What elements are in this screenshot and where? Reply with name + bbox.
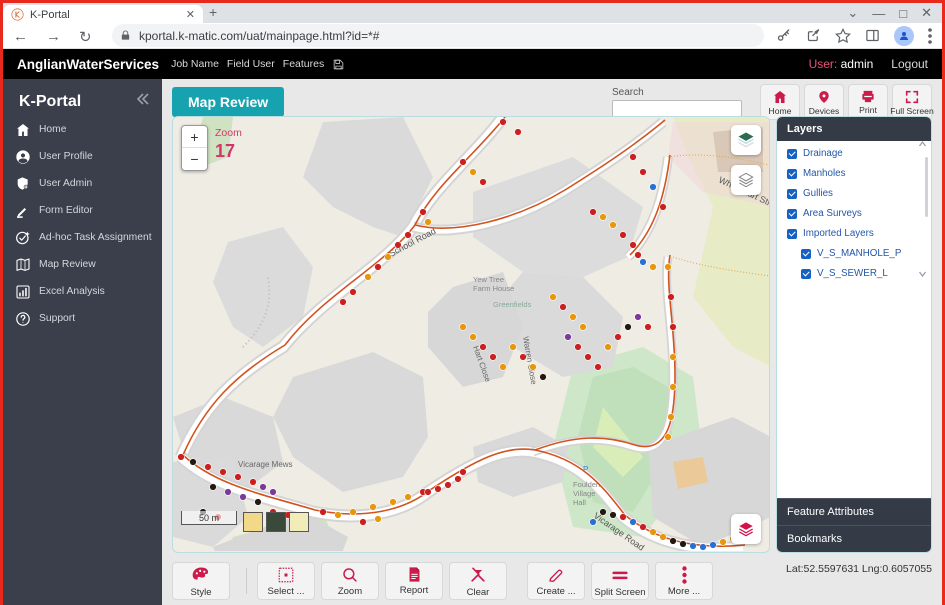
- svg-text:Farm House: Farm House: [473, 284, 514, 293]
- svg-text:Greenfields: Greenfields: [493, 300, 532, 309]
- svg-text:Yew Tree: Yew Tree: [473, 275, 504, 284]
- svg-text:Vicarage Mews: Vicarage Mews: [238, 460, 293, 469]
- svg-text:Hall: Hall: [573, 498, 586, 507]
- svg-text:Village: Village: [573, 489, 595, 498]
